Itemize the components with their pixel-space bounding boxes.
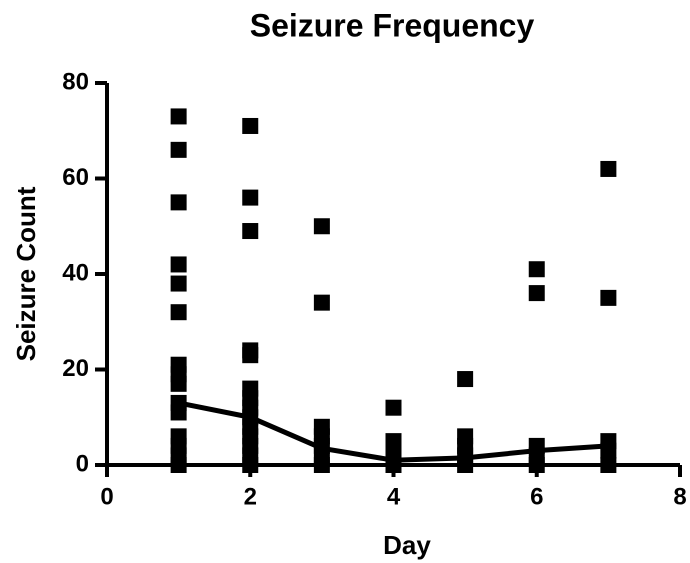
x-tick-label: 6 bbox=[530, 483, 543, 510]
point bbox=[457, 371, 474, 388]
y-tick-label: 60 bbox=[62, 164, 89, 191]
y-tick-label: 20 bbox=[62, 355, 89, 382]
x-tick-label: 8 bbox=[673, 483, 686, 510]
point bbox=[170, 108, 187, 125]
point bbox=[242, 347, 259, 364]
x-tick-label: 0 bbox=[100, 483, 113, 510]
point bbox=[170, 375, 187, 392]
x-axis-label: Day bbox=[383, 530, 431, 560]
point bbox=[385, 399, 402, 416]
point bbox=[170, 275, 187, 292]
point bbox=[170, 256, 187, 273]
point bbox=[313, 294, 330, 311]
point bbox=[313, 218, 330, 235]
y-tick-label: 40 bbox=[62, 259, 89, 286]
point bbox=[170, 194, 187, 211]
chart-title: Seizure Frequency bbox=[250, 7, 535, 43]
y-tick-label: 0 bbox=[76, 450, 89, 477]
point bbox=[242, 457, 259, 473]
point bbox=[170, 404, 187, 421]
point bbox=[457, 457, 474, 473]
x-tick-label: 4 bbox=[387, 483, 401, 510]
point bbox=[528, 457, 545, 473]
point bbox=[313, 457, 330, 473]
point bbox=[170, 304, 187, 321]
y-axis-label: Seizure Count bbox=[11, 186, 41, 361]
point bbox=[170, 141, 187, 158]
point bbox=[600, 289, 617, 306]
point bbox=[528, 261, 545, 278]
y-tick-label: 80 bbox=[62, 68, 89, 95]
point bbox=[242, 117, 259, 134]
point bbox=[242, 223, 259, 240]
median-line bbox=[178, 400, 609, 463]
point bbox=[242, 189, 259, 206]
point bbox=[600, 457, 617, 473]
point bbox=[528, 285, 545, 302]
point bbox=[170, 457, 187, 473]
point bbox=[600, 160, 617, 177]
x-tick-label: 2 bbox=[244, 483, 257, 510]
